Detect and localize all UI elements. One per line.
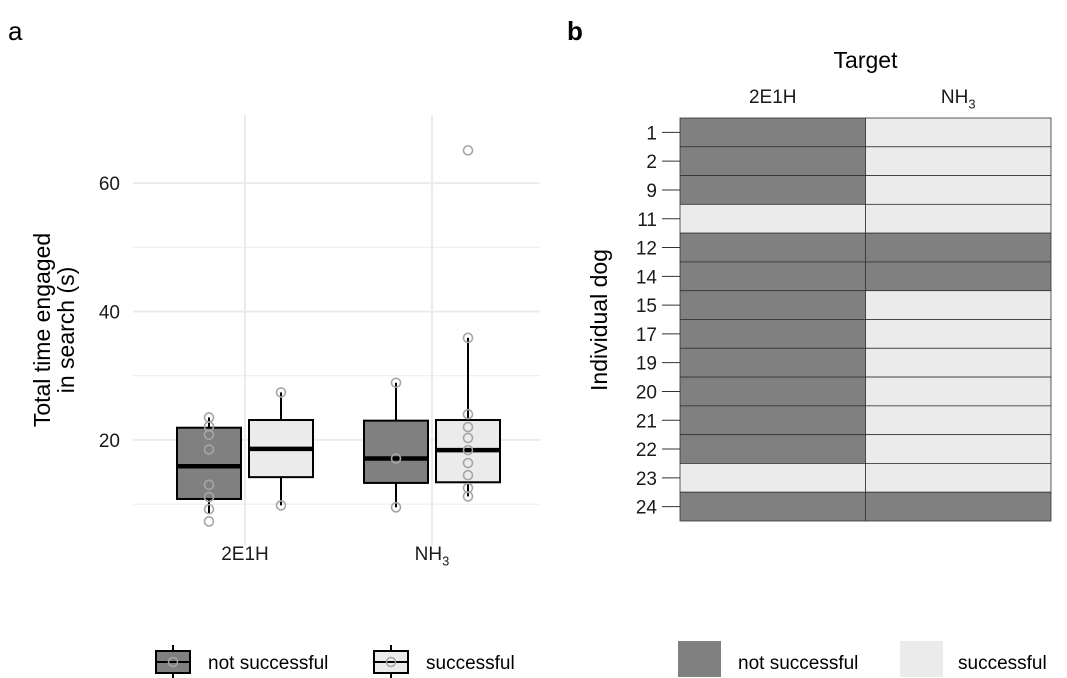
heatmap-cell-not-successful: [679, 376, 866, 407]
heatmap-cell-successful: [865, 146, 1052, 176]
column-label: NH3: [941, 87, 976, 112]
x-category-label: 2E1H: [221, 544, 269, 565]
heatmap-cell-successful: [865, 405, 1052, 436]
heatmap-cell-not-successful: [679, 434, 866, 464]
row-label: 24: [636, 498, 658, 519]
heatmap-cell-not-successful: [865, 491, 1052, 522]
row-label: 12: [636, 239, 657, 260]
data-point: [462, 332, 474, 344]
heatmap-cell-not-successful: [679, 319, 866, 349]
heatmap-cell-not-successful: [865, 261, 1052, 292]
heatmap-cell-not-successful: [679, 347, 866, 378]
row-label: 15: [636, 296, 657, 317]
data-point: [203, 412, 215, 423]
heatmap-cell-not-successful: [679, 290, 866, 320]
data-point: [390, 502, 402, 513]
panel-label-a: a: [8, 16, 23, 46]
heatmap-cell-successful: [865, 203, 1052, 234]
row-label: 22: [636, 440, 657, 461]
legend-label: successful: [426, 653, 515, 674]
data-point: [203, 491, 215, 503]
heatmap-cell-not-successful: [679, 261, 866, 292]
data-point: [275, 387, 287, 398]
y-tick-label: 60: [99, 174, 120, 195]
row-label: 23: [636, 469, 657, 490]
data-point: [462, 469, 474, 481]
column-label-main: 2E1H: [749, 87, 797, 108]
y-axis-title-line1: Total time engaged: [29, 233, 55, 427]
row-label: 19: [636, 354, 657, 375]
y-axis-title-line2: in search (s): [53, 267, 79, 394]
data-point: [462, 408, 474, 420]
heatmap-cell-not-successful: [679, 491, 866, 522]
legend-label: not successful: [738, 653, 858, 674]
x-category-label: NH3: [415, 544, 450, 569]
data-point: [390, 377, 402, 389]
heatmap-cell-successful: [865, 434, 1052, 464]
heatmap-cell-successful: [865, 319, 1052, 349]
data-point: [462, 482, 474, 494]
data-point: [462, 145, 474, 156]
x-category-label-main: NH: [415, 544, 442, 565]
heatmap-cell-successful: [865, 290, 1052, 320]
y-axis-title: Total time engagedin search (s): [29, 233, 79, 427]
legend-label: not successful: [208, 653, 328, 674]
data-point: [203, 444, 215, 455]
column-label: 2E1H: [749, 87, 797, 108]
y-tick-label: 40: [99, 303, 120, 324]
heatmap-cell-successful: [865, 117, 1052, 148]
heatmap-cell-successful: [865, 347, 1052, 378]
heatmap-cell-successful: [865, 175, 1052, 205]
data-point: [462, 432, 474, 444]
column-label-subscript: 3: [968, 97, 975, 112]
row-label: 14: [636, 267, 658, 288]
data-point: [462, 444, 474, 456]
legend-key-point: [385, 656, 397, 668]
row-label: 20: [636, 382, 657, 403]
data-point: [275, 500, 287, 511]
heatmap-cell-not-successful: [679, 405, 866, 436]
row-label: 17: [636, 325, 657, 346]
y-axis-title: Individual dog: [586, 249, 612, 391]
row-label: 1: [646, 123, 657, 144]
legend-key-point: [167, 656, 179, 668]
data-point: [462, 421, 474, 433]
row-label: 21: [636, 411, 657, 432]
heatmap-cell-successful: [679, 203, 866, 234]
boxplot-panel: 20 40 60 Total time engagedin search (s) 2E1…: [29, 115, 540, 678]
data-point: [462, 457, 474, 469]
row-label: 11: [637, 210, 657, 231]
heatmap-cell-not-successful: [865, 232, 1052, 263]
box-not-successful: [176, 426, 242, 500]
legend-label: successful: [958, 653, 1047, 674]
heatmap-cell-successful: [679, 463, 866, 493]
box-not-successful: [363, 419, 429, 484]
y-tick-label: 20: [99, 431, 120, 452]
legend-swatch: [678, 641, 721, 677]
row-label: 9: [646, 181, 657, 202]
data-point: [203, 479, 215, 491]
heatmap-cell-not-successful: [679, 146, 866, 176]
panel-label-b: b: [567, 16, 583, 46]
data-point: [203, 503, 215, 515]
column-label-main: NH: [941, 87, 968, 108]
row-label: 2: [646, 152, 657, 173]
heatmap-cell-successful: [865, 463, 1052, 493]
heatmap-cell-not-successful: [679, 117, 866, 148]
x-category-label-main: 2E1H: [221, 544, 269, 565]
x-category-label-subscript: 3: [442, 554, 449, 569]
data-point: [390, 453, 402, 464]
heatmap-cell-successful: [865, 376, 1052, 407]
heatmap-cell-not-successful: [679, 175, 866, 205]
data-point: [203, 516, 215, 527]
heatmap-title: Target: [834, 47, 899, 73]
legend-swatch: [900, 641, 943, 677]
heatmap-cell-not-successful: [679, 232, 866, 263]
